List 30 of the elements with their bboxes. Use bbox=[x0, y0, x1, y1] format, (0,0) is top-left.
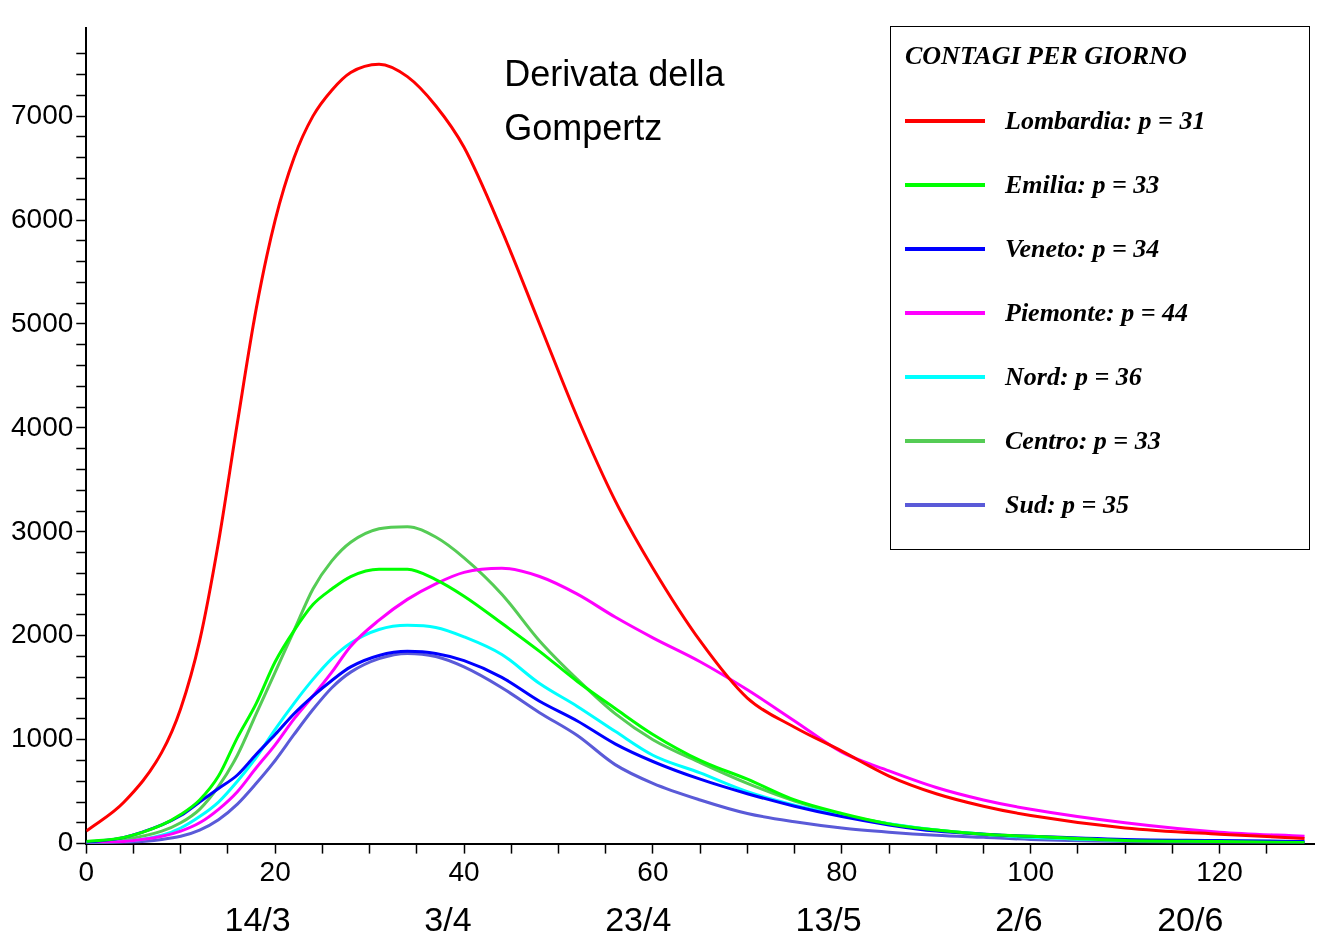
legend-label: Veneto: p = 34 bbox=[1005, 234, 1160, 264]
y-tick-label: 4000 bbox=[10, 410, 74, 442]
x2-tick-label: 3/4 bbox=[424, 899, 472, 938]
y-tick-label: 0 bbox=[57, 826, 74, 858]
y-tick-label: 2000 bbox=[10, 618, 74, 650]
x2-tick-label: 20/6 bbox=[1157, 899, 1224, 938]
x2-tick-label: 2/6 bbox=[995, 899, 1043, 938]
x-tick-label: 20 bbox=[259, 856, 291, 888]
x-tick-label: 0 bbox=[78, 856, 95, 888]
x-tick-label: 80 bbox=[826, 856, 858, 888]
legend-label: Centro: p = 33 bbox=[1005, 426, 1161, 456]
x2-tick-label: 23/4 bbox=[605, 899, 672, 938]
legend-label: Nord: p = 36 bbox=[1005, 362, 1142, 392]
x-tick-label: 40 bbox=[448, 856, 480, 888]
x-tick-label: 100 bbox=[1007, 856, 1055, 888]
x-tick-label: 120 bbox=[1196, 856, 1243, 888]
y-tick-label: 7000 bbox=[10, 98, 74, 130]
y-tick-label: 3000 bbox=[10, 514, 74, 546]
y-tick-label: 5000 bbox=[10, 306, 74, 338]
legend-label: Sud: p = 35 bbox=[1005, 490, 1129, 520]
legend-label: Emilia: p = 33 bbox=[1005, 170, 1160, 200]
x2-tick-label: 14/3 bbox=[224, 899, 291, 938]
x-tick-label: 60 bbox=[637, 856, 669, 888]
x2-tick-label: 13/5 bbox=[795, 899, 862, 938]
y-tick-label: 1000 bbox=[10, 722, 74, 754]
legend-label: Lombardia: p = 31 bbox=[1005, 106, 1206, 136]
y-tick-label: 6000 bbox=[10, 202, 74, 234]
legend-label: Piemonte: p = 44 bbox=[1005, 298, 1189, 328]
annotation: Derivata della Gompertz bbox=[504, 52, 726, 148]
legend-title: CONTAGI PER GIORNO bbox=[905, 41, 1188, 71]
